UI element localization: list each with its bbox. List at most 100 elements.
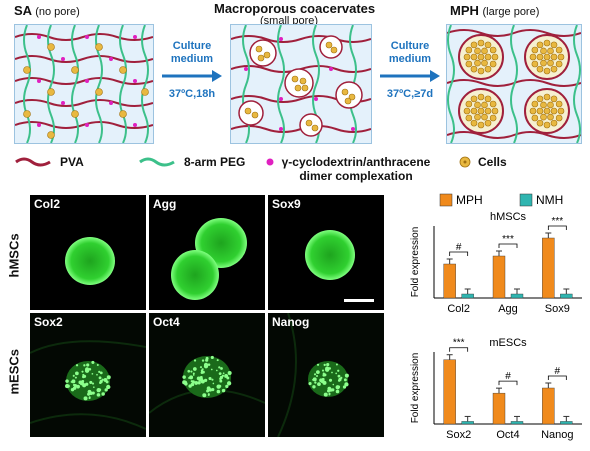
fluorescent-dot <box>226 381 232 386</box>
cell <box>489 114 497 122</box>
fluorescent-dot <box>335 372 338 375</box>
significance-mark: # <box>456 242 462 253</box>
cell <box>555 114 563 122</box>
cell <box>540 47 547 55</box>
bar-NMH-Oct4 <box>510 421 524 425</box>
cell <box>536 95 544 103</box>
fluorescent-dot <box>81 370 84 373</box>
fluorescent-dot <box>208 376 212 381</box>
sa-network-illustration <box>15 25 153 143</box>
cell <box>550 119 558 127</box>
legend-nmh-swatch <box>519 193 533 207</box>
fluorescent-dot <box>89 380 93 384</box>
fluorescent-dot <box>101 392 105 396</box>
fluorescent-dot <box>343 386 347 389</box>
x-tick-Nanog: Nanog <box>541 429 573 441</box>
fluorescent-dot <box>190 370 193 373</box>
fluorescent-dot <box>73 383 78 388</box>
cells-legend-dot <box>459 156 471 168</box>
fluorescent-dot <box>216 389 221 394</box>
panel-mph-title: MPH (large pore) <box>450 3 539 18</box>
fluorescent-dot <box>202 393 207 398</box>
cell <box>474 47 481 55</box>
legend-nmh-label: NMH <box>536 193 563 207</box>
fluorescent-dot <box>328 393 331 396</box>
cell <box>470 53 478 61</box>
fluorescent-dot <box>321 378 325 381</box>
cell <box>531 60 539 68</box>
fluorescent-dot <box>328 378 333 382</box>
cell <box>550 41 558 49</box>
micrograph-sox9: Sox9 <box>268 195 384 310</box>
fluorescent-dot <box>338 377 342 382</box>
fluorescent-dot <box>197 381 201 385</box>
mph-illustration <box>447 25 581 143</box>
legend-mph-label: MPH <box>456 193 483 207</box>
fluorescent-dot <box>184 381 188 386</box>
micrograph-agg: Agg <box>149 195 265 310</box>
fluorescent-dot <box>326 363 330 367</box>
cell <box>465 46 473 54</box>
fluorescent-dot <box>65 384 70 389</box>
bar-NMH-Col2 <box>461 293 474 299</box>
fluorescent-dot <box>218 384 222 388</box>
culture-arrow-2-label-top: Culture medium <box>376 40 444 66</box>
cell <box>484 119 492 127</box>
x-tick-Sox9: Sox9 <box>545 303 570 315</box>
arrow-1-line2: medium <box>170 53 214 65</box>
micrograph-sox2: Sox2 <box>30 313 146 437</box>
fluorescent-dot <box>219 375 224 380</box>
cell <box>536 41 544 49</box>
cell <box>531 114 539 122</box>
fluorescent-dot <box>91 372 94 375</box>
fluorescent-dot <box>323 363 326 367</box>
fluorescent-dot <box>201 359 205 362</box>
cell <box>489 100 497 108</box>
significance-bracket <box>498 243 518 248</box>
nanog-stain-image <box>277 313 349 437</box>
cell <box>470 95 478 103</box>
significance-bracket <box>547 375 567 380</box>
cell <box>474 101 481 109</box>
culture-arrow-1-label-top: Culture medium <box>158 40 226 66</box>
fluorescent-dot <box>332 383 335 386</box>
fluorescent-dot <box>308 381 312 386</box>
fluorescent-dot <box>72 374 75 377</box>
mph-panel <box>446 24 582 144</box>
fluorescent-dot <box>316 370 320 374</box>
cell <box>470 119 478 127</box>
cell <box>477 67 485 75</box>
complex-legend-line1: γ-cyclodextrin/anthracene <box>281 155 431 169</box>
cell <box>491 107 499 115</box>
fluorescent-dot <box>200 371 204 375</box>
fluorescent-dot <box>71 379 76 384</box>
peg-legend-label: 8-arm PEG <box>184 155 246 169</box>
fluorescent-dot <box>96 373 98 376</box>
fluorescent-dot <box>206 386 211 391</box>
y-axis-label: Fold expression <box>410 227 421 298</box>
cell <box>465 114 473 122</box>
fluorescent-dot <box>98 388 102 392</box>
culture-arrow-2-label-bottom: 37ºC,≥7d <box>386 88 434 100</box>
cell <box>481 101 488 109</box>
fluorescent-dot <box>98 370 101 373</box>
fluorescent-dot <box>322 373 326 377</box>
significance-mark: *** <box>551 216 563 227</box>
cell <box>543 67 551 75</box>
cell <box>555 60 563 68</box>
fluorescent-dot <box>106 375 111 380</box>
arrow-2-line2: medium <box>388 53 432 65</box>
cell <box>484 65 492 73</box>
fluorescent-dot <box>93 386 95 388</box>
fluorescent-dot <box>75 364 79 367</box>
bar-MPH-Sox2 <box>443 359 456 425</box>
cell <box>484 53 492 61</box>
complex-legend-label: γ-cyclodextrin/anthracene dimer complexa… <box>278 155 434 183</box>
fluorescent-dot <box>99 379 103 384</box>
bar-MPH-Oct4 <box>492 392 506 425</box>
fluorescent-dot <box>313 373 317 376</box>
arrow-1-line1: Culture <box>172 40 212 52</box>
fluorescent-dot <box>182 375 186 379</box>
fluorescent-dot <box>193 359 197 362</box>
cell <box>470 41 478 49</box>
